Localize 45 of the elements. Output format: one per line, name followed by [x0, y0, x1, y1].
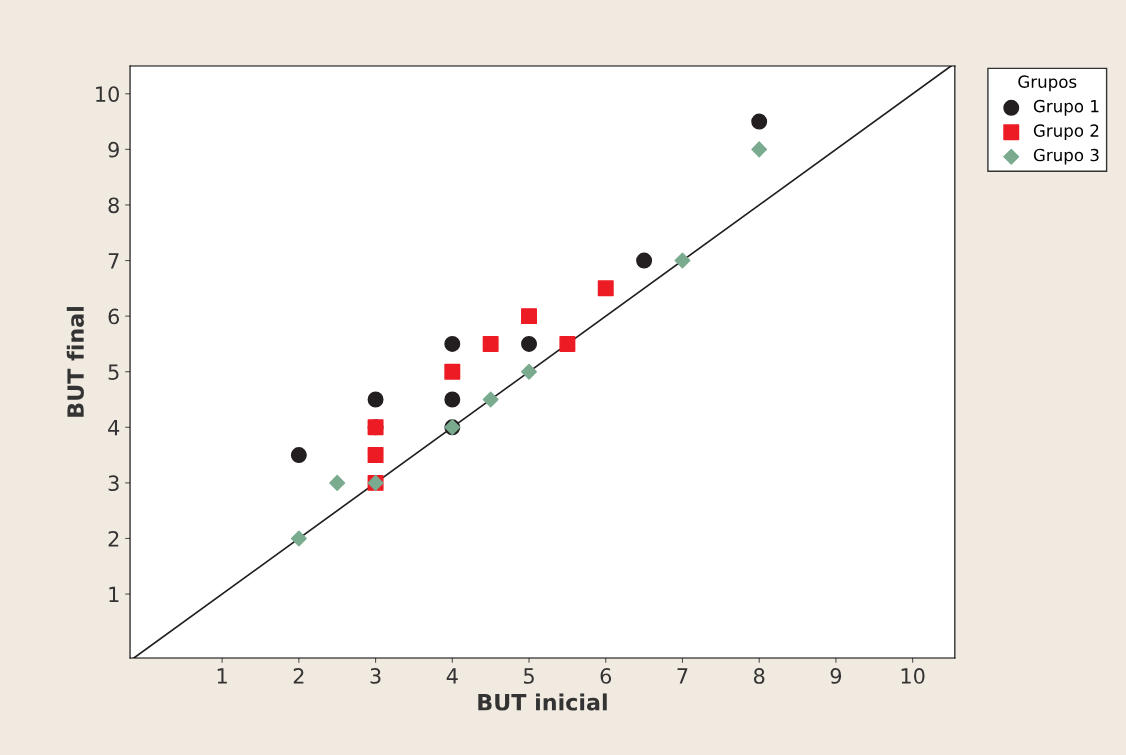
- point: [751, 113, 768, 130]
- point: [674, 252, 691, 269]
- point: [559, 335, 576, 352]
- point: [367, 447, 384, 464]
- x-tick-label: 8: [753, 668, 765, 684]
- point: [597, 280, 614, 297]
- point: [290, 447, 307, 464]
- x-tick-label: 2: [293, 668, 304, 684]
- point: [444, 363, 461, 380]
- y-tick-label: 9: [108, 141, 119, 158]
- point: [636, 252, 653, 269]
- legend-label: Grupo 1: [1033, 99, 1099, 116]
- x-tick-label: 1: [217, 668, 227, 684]
- legend-label: Grupo 3: [1033, 148, 1099, 165]
- y-tick-label: 4: [108, 420, 120, 436]
- x-tick-label: 6: [600, 668, 612, 684]
- point: [444, 391, 461, 408]
- y-tick-label: 6: [108, 308, 120, 325]
- x-tick-label: 7: [677, 668, 688, 684]
- point: [751, 141, 768, 158]
- x-tick-label: 10: [901, 668, 925, 684]
- y-axis-title: BUT final: [66, 307, 84, 417]
- legend-title: Grupos: [1018, 75, 1077, 92]
- point: [521, 308, 538, 325]
- point: [290, 530, 307, 547]
- y-tick-label: 10: [96, 86, 119, 102]
- y-tick-label: 8: [108, 197, 119, 214]
- x-tick-label: 4: [446, 668, 458, 684]
- y-tick-label: 5: [108, 364, 119, 380]
- point: [482, 391, 499, 408]
- x-axis-title: BUT inicial: [478, 693, 607, 711]
- x-tick-label: 3: [370, 668, 381, 684]
- point: [329, 474, 346, 491]
- x-tick-label: 9: [830, 668, 842, 684]
- y-tick-label: 7: [108, 253, 119, 269]
- point: [367, 391, 384, 408]
- y-tick-label: 2: [108, 530, 119, 547]
- y-tick-label: 3: [108, 475, 119, 492]
- point: [521, 335, 538, 352]
- x-tick-label: 5: [524, 668, 534, 684]
- point: [444, 335, 461, 352]
- point: [521, 363, 538, 380]
- y-tick-label: 1: [109, 586, 119, 602]
- point: [482, 335, 499, 352]
- legend-label: Grupo 2: [1033, 124, 1099, 141]
